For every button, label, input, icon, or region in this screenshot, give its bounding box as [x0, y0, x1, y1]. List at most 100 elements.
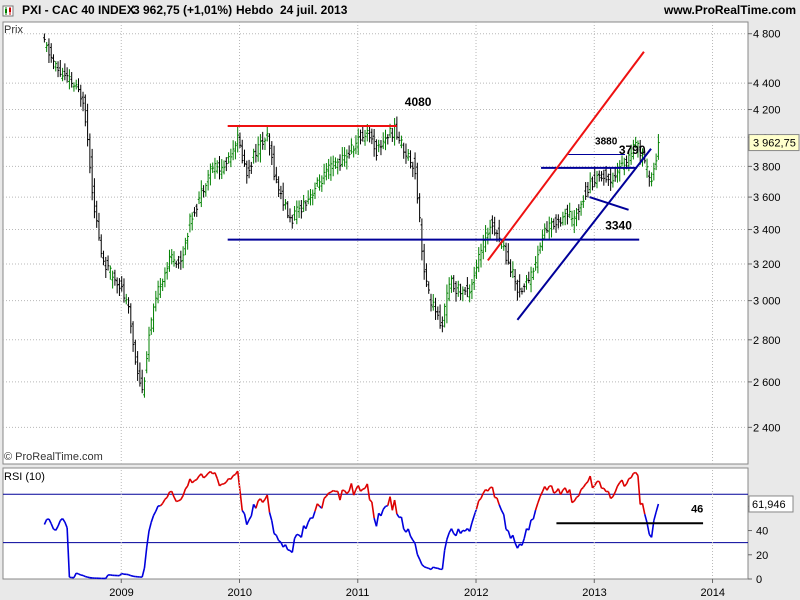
rsi-segment	[314, 503, 319, 512]
rsi-segment	[145, 530, 150, 548]
rsi-segment	[164, 496, 168, 500]
rsi-segment	[152, 510, 157, 516]
rsi-segment	[421, 563, 425, 568]
rsi-segment	[87, 576, 91, 579]
rsi-segment	[389, 496, 394, 511]
site-url[interactable]: www.ProRealTime.com	[664, 3, 797, 17]
last-price-box	[748, 134, 800, 152]
rsi-segment	[625, 478, 630, 485]
rsi-segment	[396, 513, 400, 518]
rsi-segment	[646, 522, 651, 535]
chart-header: PXI - CAC 40 INDEX 3 962,75 (+1,01%) Heb…	[0, 0, 800, 22]
level-label-4080: 4080	[405, 95, 432, 109]
rsi-segment	[641, 503, 646, 515]
time-tick-label: 2009	[109, 587, 133, 599]
rsi-segment	[530, 518, 534, 521]
rsi-segment	[580, 486, 584, 491]
rsi-segment	[78, 573, 82, 576]
rsi-segment	[612, 491, 616, 497]
rsi-segment	[375, 513, 380, 527]
candlestick-icon	[2, 5, 14, 17]
rsi-segment	[82, 574, 86, 578]
rsi-segment	[473, 508, 478, 516]
rsi-segment	[280, 541, 284, 548]
rsi-support-label: 46	[691, 503, 703, 515]
rsi-segment	[328, 491, 332, 494]
rsi-segment	[159, 502, 164, 507]
rsi-segment	[443, 539, 448, 551]
rsi-segment	[523, 528, 528, 539]
rsi-segment	[553, 491, 557, 494]
rsi-segment	[85, 575, 88, 578]
rsi-segment	[182, 488, 187, 496]
rsi-segment	[437, 567, 441, 570]
rsi-segment	[407, 528, 412, 537]
rsi-segment	[534, 502, 539, 511]
rsi-segment	[441, 550, 446, 570]
rsi-segment	[475, 500, 480, 510]
rsi-segment	[323, 495, 327, 500]
rsi-segment	[412, 539, 416, 544]
rsi-segment	[186, 478, 191, 487]
price-tick-label: 3 600	[753, 192, 781, 204]
rsi-segment	[607, 491, 612, 499]
rsi-segment	[57, 520, 62, 527]
rsi-segment	[362, 487, 366, 491]
rsi-segment	[450, 528, 455, 534]
rsi-segment	[357, 484, 362, 492]
rsi-segment	[614, 485, 619, 493]
rsi-segment	[471, 515, 475, 524]
rsi-segment	[539, 491, 544, 497]
rsi-segment	[359, 488, 364, 492]
rsi-segment	[585, 481, 589, 485]
rsi-segment	[118, 572, 123, 577]
rsi-segment	[559, 489, 564, 495]
rsi-segment	[223, 481, 227, 485]
rsi-segment	[75, 572, 79, 575]
time-tick-label: 2013	[582, 587, 606, 599]
rsi-segment	[230, 475, 234, 480]
rsi-segment	[316, 503, 321, 507]
price-plot-area	[2, 21, 749, 465]
rsi-segment	[246, 519, 250, 526]
rsi-segment	[307, 517, 312, 523]
rsi-segment	[446, 532, 450, 540]
time-axis: 2009 2010 2011 2012 2013 2014	[109, 470, 725, 599]
rsi-segment	[321, 498, 325, 509]
period: Hebdo	[236, 3, 274, 17]
rsi-segment	[371, 501, 375, 519]
rsi-segment	[64, 521, 68, 529]
rsi-tick-label: 40	[756, 526, 768, 538]
level-label-3790: 3790	[619, 143, 646, 157]
rsi-segment	[330, 489, 334, 493]
rsi-segment	[505, 528, 509, 532]
rsi-segment	[582, 483, 587, 488]
rsi-segment	[385, 504, 389, 508]
price-tick-label: 2 400	[753, 422, 781, 434]
rsi-segment	[262, 498, 266, 503]
rsi-segment	[414, 543, 419, 555]
rsi-segment	[430, 566, 434, 571]
trend-line	[589, 196, 629, 211]
rsi-segment	[236, 470, 241, 491]
rsi-segment	[573, 496, 578, 502]
trend-line	[516, 148, 652, 321]
rsi-segment	[273, 532, 277, 536]
rsi-segment	[623, 483, 628, 487]
rsi-segment	[178, 498, 182, 502]
rsi-segment	[455, 528, 460, 537]
rsi-segment	[350, 483, 355, 496]
rsi-segment	[296, 533, 300, 536]
rsi-segment	[105, 574, 109, 579]
rsi-segment	[225, 478, 230, 483]
rsi-segment	[184, 485, 189, 490]
price-tick-label: 4 200	[753, 105, 781, 117]
rsi-segment	[161, 498, 166, 504]
price-tick-label: 4 400	[753, 78, 781, 90]
rsi-series: 46	[3, 470, 748, 580]
rsi-tick-label: 20	[756, 550, 768, 562]
rsi-tick-label: 0	[756, 574, 762, 586]
rsi-segment	[621, 479, 626, 487]
